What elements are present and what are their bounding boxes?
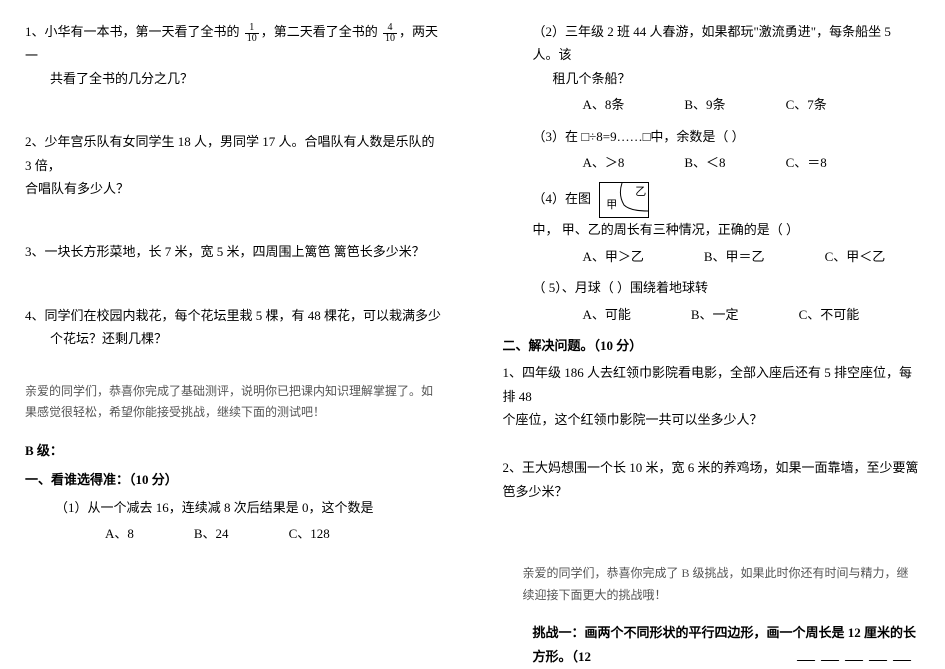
section-2: 二、解决问题。（10 分） [503, 334, 921, 357]
sub-q5-text: （ 5）、月球（ ）围绕着地球转 [533, 276, 921, 299]
sub-q5: （ 5）、月球（ ）围绕着地球转 A、可能 B、一定 C、不可能 [503, 276, 921, 326]
opt-2c: C、7条 [786, 93, 827, 116]
note-1: 亲爱的同学们，恭喜你完成了基础测评，说明你已把课内知识理解掌握了。如果感觉很轻松… [25, 381, 443, 424]
diagram-label-jia: 甲 [606, 196, 617, 216]
q1-line2: 共看了全书的几分之几？ [25, 67, 443, 90]
opt-2a: A、8条 [583, 93, 625, 116]
fraction-2: 410 [383, 23, 397, 44]
q2-line2: 合唱队有多少人？ [25, 177, 443, 200]
sub-q2-line2: 租几个条船？ [533, 67, 921, 90]
opt-2b: B、9条 [684, 93, 725, 116]
fraction-1: 110 [245, 23, 259, 44]
opt-4c: C、甲＜乙 [825, 245, 886, 268]
opt-3b: B、＜8 [684, 151, 725, 174]
sub-q4: （4）在图 甲 乙 中， 甲、乙的周长有三种情况，正确的是（ ） A、甲＞乙 B… [503, 182, 921, 268]
question-1: 1、小华有一本书，第一天看了全书的 110，第二天看了全书的 410，两天一 共… [25, 20, 443, 90]
opt-4a: A、甲＞乙 [583, 245, 644, 268]
diagram-label-yi: 乙 [635, 183, 646, 203]
question-4: 4、同学们在校园内栽花，每个花坛里栽 5 棵，有 48 棵花，可以栽满多少 个花… [25, 304, 443, 351]
options-5: A、可能 B、一定 C、不可能 [533, 303, 921, 326]
options-1: A、8 B、24 C、128 [55, 522, 443, 545]
note-2: 亲爱的同学们，恭喜你完成了 B 级挑战，如果此时你还有时间与精力，继续迎接下面更… [503, 563, 921, 606]
sub-q4-text-b: 中， 甲、乙的周长有三种情况，正确的是（ ） [533, 222, 800, 237]
sub-q3: （3）在 □÷8=9……□中，余数是（ ） A、＞8 B、＜8 C、＝8 [503, 125, 921, 175]
opt-1b: B、24 [194, 522, 229, 545]
p1-line1: 1、四年级 186 人去红领巾影院看电影，全部入座后还有 5 排空座位，每排 4… [503, 361, 921, 408]
sub-q2: （2）三年级 2 班 44 人春游，如果都玩"激流勇进"，每条船坐 5 人。该 … [503, 20, 921, 117]
sub-q2-text: （2）三年级 2 班 44 人春游，如果都玩"激流勇进"，每条船坐 5 人。该 [533, 20, 921, 67]
opt-3c: C、＝8 [786, 151, 827, 174]
problem-1: 1、四年级 186 人去红领巾影院看电影，全部入座后还有 5 排空座位，每排 4… [503, 361, 921, 431]
opt-4b: B、甲＝乙 [704, 245, 765, 268]
q1-text-a: 1、小华有一本书，第一天看了全书的 [25, 24, 243, 39]
opt-1c: C、128 [289, 522, 330, 545]
sub-q4-text-a: （4）在图 [533, 191, 592, 206]
footer-decoration [797, 660, 915, 661]
q4-line1: 4、同学们在校园内栽花，每个花坛里栽 5 棵，有 48 棵花，可以栽满多少 [25, 304, 443, 327]
level-b: B 级： [25, 439, 443, 462]
p1-line2: 个座位，这个红领巾影院一共可以坐多少人？ [503, 408, 921, 431]
question-3: 3、一块长方形菜地，长 7 米，宽 5 米，四周围上篱笆 篱笆长多少米？ [25, 240, 443, 263]
opt-3a: A、＞8 [583, 151, 625, 174]
q1-text-b: ，第二天看了全书的 [261, 24, 381, 39]
section-1: 一、看谁选得准：（10 分） [25, 468, 443, 491]
sub-q1: （1）从一个减去 16，连续减 8 次后结果是 0，这个数是 A、8 B、24 … [25, 496, 443, 546]
q4-line2: 个花坛？还剩几棵？ [25, 327, 443, 350]
sub-q3-text: （3）在 □÷8=9……□中，余数是（ ） [533, 125, 921, 148]
options-3: A、＞8 B、＜8 C、＝8 [533, 151, 921, 174]
opt-5c: C、不可能 [799, 303, 860, 326]
challenge-1: 挑战一：画两个不同形状的平行四边形，画一个周长是 12 厘米的长方形。（12 [503, 621, 921, 668]
opt-1a: A、8 [105, 522, 134, 545]
question-2: 2、少年宫乐队有女同学生 18 人，男同学 17 人。合唱队有人数是乐队的 3 … [25, 130, 443, 200]
options-4: A、甲＞乙 B、甲＝乙 C、甲＜乙 [533, 245, 921, 268]
problem-2: 2、王大妈想围一个长 10 米，宽 6 米的养鸡场，如果一面靠墙，至少要篱笆多少… [503, 456, 921, 503]
sub-q1-text: （1）从一个减去 16，连续减 8 次后结果是 0，这个数是 [55, 496, 443, 519]
opt-5b: B、一定 [691, 303, 739, 326]
options-2: A、8条 B、9条 C、7条 [533, 93, 921, 116]
diagram-rect: 甲 乙 [599, 182, 649, 218]
q2-line1: 2、少年宫乐队有女同学生 18 人，男同学 17 人。合唱队有人数是乐队的 3 … [25, 130, 443, 177]
opt-5a: A、可能 [583, 303, 631, 326]
